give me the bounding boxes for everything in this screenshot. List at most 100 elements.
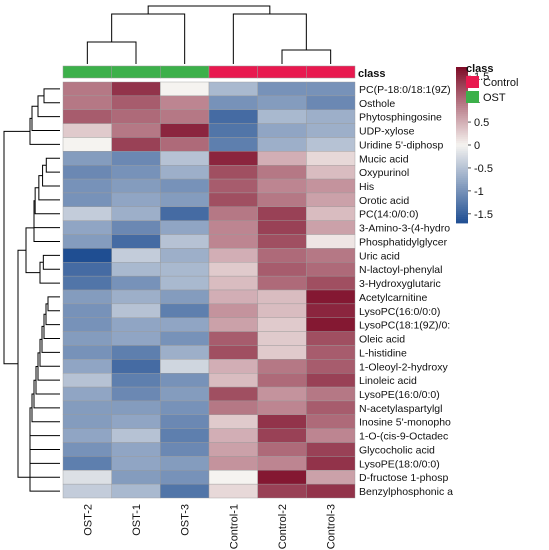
heatmap-cell (306, 470, 356, 485)
heatmap-cell (257, 109, 307, 124)
heatmap-cell (257, 303, 307, 318)
heatmap-cell (62, 442, 112, 457)
heatmap-cell (62, 123, 112, 138)
heatmap-cell (257, 206, 307, 221)
row-label: N-acetylaspartylgl (359, 403, 442, 415)
heatmap-cell (306, 123, 356, 138)
heatmap-cell (306, 206, 356, 221)
heatmap-cell (160, 470, 210, 485)
heatmap-cell (208, 442, 258, 457)
column-label: OST-2 (82, 504, 94, 536)
colorbar-segment (456, 176, 468, 179)
heatmap-cell (306, 137, 356, 152)
heatmap-cell (208, 234, 258, 249)
dendrogram-link (47, 296, 60, 312)
colorbar-segment (456, 197, 468, 200)
colorbar-segment (456, 193, 468, 197)
colorbar-segment (456, 191, 468, 195)
colorbar-segment (456, 135, 468, 138)
heatmap-cell (257, 164, 307, 180)
heatmap-cell (111, 81, 161, 97)
heatmap-cell (257, 331, 307, 346)
colorbar-segment (456, 158, 468, 161)
heatmap-cell (257, 151, 307, 166)
colorbar-segment (456, 111, 468, 115)
colorbar-segment (456, 164, 468, 167)
colorbar-segment (456, 221, 468, 224)
dendrogram-link (34, 187, 60, 215)
dendrogram-link (42, 254, 60, 270)
heatmap-cell (257, 178, 307, 194)
heatmap-cell (111, 109, 161, 124)
colorbar-segment (456, 109, 468, 113)
colorbar-segment (456, 219, 468, 222)
heatmap-cell (160, 220, 210, 235)
colorbar-segment (456, 146, 468, 150)
colorbar-tick-label: 0 (474, 140, 480, 152)
colorbar-segment (456, 76, 468, 80)
colorbar-segment (456, 86, 468, 89)
heatmap-cell (306, 414, 356, 429)
heatmap-cell (208, 428, 258, 443)
column-label: OST-1 (131, 504, 143, 536)
column-label: OST-3 (180, 504, 192, 536)
colorbar-segment (456, 68, 468, 72)
colorbar-tick-label: -0.5 (474, 163, 493, 175)
heatmap-cell (208, 137, 258, 152)
heatmap-cell (111, 234, 161, 249)
dendrogram-link (37, 95, 60, 118)
heatmap-cell (306, 442, 356, 457)
colorbar-segment (456, 127, 468, 130)
heatmap-cell (62, 331, 112, 346)
row-label: Acetylcarnitine (359, 292, 427, 304)
heatmap-cell (160, 456, 210, 471)
heatmap-cell (306, 95, 356, 110)
heatmap-cell (111, 206, 161, 221)
colorbar-segment (456, 100, 468, 103)
heatmap-cell (111, 220, 161, 235)
row-label: LysoPE(16:0/0:0) (359, 389, 440, 401)
row-label: Phosphatidylglycer (359, 236, 448, 248)
colorbar-segment (456, 199, 468, 202)
heatmap-cell (160, 234, 210, 249)
heatmap-cell (62, 137, 112, 152)
heatmap-cell (306, 317, 356, 332)
row-label: Glycocholic acid (359, 444, 435, 456)
colorbar-segment (456, 203, 468, 206)
dendrogram-link (45, 157, 60, 173)
heatmap-cell (111, 262, 161, 277)
heatmap-cell (62, 206, 112, 221)
heatmap-cell (306, 81, 356, 97)
heatmap-cell (306, 109, 356, 124)
heatmap-cell (306, 359, 356, 374)
dendrogram-link (33, 214, 60, 242)
colorbar-segment (456, 154, 468, 158)
row-label: D-fructose 1-phosp (359, 472, 448, 484)
row-label: Uridine 5'-diphosp (359, 139, 443, 151)
row-label: L-histidine (359, 347, 407, 359)
heatmap-cell (257, 137, 307, 152)
heatmap-cell (62, 359, 112, 374)
dendrogram-link (25, 227, 40, 274)
heatmap-cell (208, 345, 258, 360)
dendrogram-link (3, 130, 30, 365)
heatmap-cell (257, 456, 307, 471)
legend-entry-label: Control (483, 77, 518, 89)
column-label: Control-1 (228, 504, 240, 549)
dendrogram-link (86, 41, 137, 64)
colorbar-segment (456, 123, 468, 126)
row-label: UDP-xylose (359, 126, 415, 138)
heatmap-cell (208, 359, 258, 374)
heatmap-cell (62, 303, 112, 318)
colorbar-segment (456, 78, 468, 82)
heatmap-cell (62, 109, 112, 124)
heatmap-cell (111, 275, 161, 291)
colorbar-segment (456, 166, 468, 169)
heatmap-cell (306, 345, 356, 360)
heatmap-cell (160, 317, 210, 332)
dendrogram-link (232, 13, 307, 64)
heatmap-cell (257, 345, 307, 360)
heatmap-cell (306, 289, 356, 305)
heatmap-cell (111, 456, 161, 471)
heatmap-cell (257, 373, 307, 388)
